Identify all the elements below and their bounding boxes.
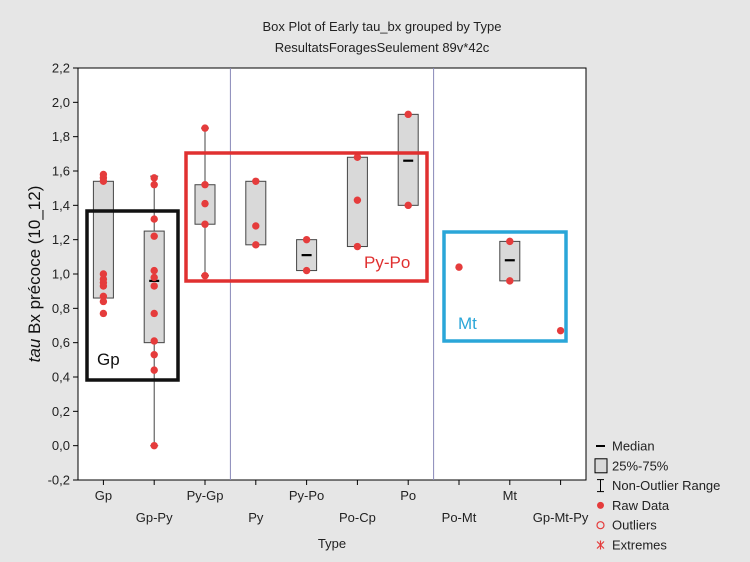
y-tick-label: 1,0 <box>52 267 70 282</box>
y-tick-label: 2,0 <box>52 95 70 110</box>
raw-data-point <box>150 441 158 450</box>
x-axis-label: Type <box>318 536 346 551</box>
y-tick-label: 0,8 <box>52 301 70 316</box>
x-tick-label: Py-Po <box>289 488 324 503</box>
x-tick-label: Gp-Mt-Py <box>533 510 589 525</box>
raw-data-point <box>201 272 209 280</box>
group-highlight-box <box>442 230 568 343</box>
group-highlight-box <box>184 151 429 283</box>
y-tick-label: 1,2 <box>52 232 70 247</box>
raw-data-point <box>150 337 158 345</box>
raw-data-point <box>506 277 514 285</box>
group-label: Py-Po <box>364 253 410 272</box>
raw-data-point <box>353 153 362 161</box>
y-axis-label-italic: tau <box>25 338 44 362</box>
legend-item: Median <box>596 439 655 454</box>
raw-data-point <box>252 177 260 185</box>
x-tick-label: Po-Cp <box>339 510 376 525</box>
legend-item: Non-Outlier Range <box>597 478 720 493</box>
y-axis-label: tau Bx précoce (10_12) <box>25 186 44 363</box>
raw-data-point <box>201 220 209 228</box>
raw-data-point <box>404 110 412 119</box>
legend-label: Raw Data <box>612 498 670 513</box>
raw-data-point <box>252 241 260 249</box>
x-tick-label: Po-Mt <box>442 510 477 525</box>
y-tick-label: -0,2 <box>48 473 70 488</box>
raw-data-point <box>252 222 260 230</box>
x-tick-label: Gp <box>95 488 112 503</box>
raw-data-point <box>201 181 209 189</box>
raw-data-point <box>353 242 362 251</box>
x-tick-label: Mt <box>503 488 518 503</box>
raw-data-point <box>99 309 108 318</box>
raw-data-point <box>302 266 311 275</box>
raw-data-point <box>150 309 158 318</box>
raw-data-point <box>99 292 108 301</box>
raw-data-point <box>99 297 108 306</box>
y-tick-label: 0,2 <box>52 404 70 419</box>
y-tick-label: 0,0 <box>52 438 70 453</box>
raw-data-point <box>150 282 158 290</box>
y-tick-label: 1,6 <box>52 164 70 179</box>
y-tick-label: 1,8 <box>52 129 70 144</box>
x-tick-label: Py-Gp <box>187 488 224 503</box>
raw-data-point <box>404 201 412 210</box>
raw-data-point <box>150 181 158 189</box>
y-tick-label: 2,2 <box>52 61 70 76</box>
raw-data-point <box>99 282 108 290</box>
iqr-box <box>245 180 267 246</box>
y-tick-label: 1,4 <box>52 198 70 213</box>
chart-title: Box Plot of Early tau_bx grouped by Type <box>263 19 502 34</box>
y-tick-label: 0,4 <box>52 370 70 385</box>
legend-label: Extremes <box>612 538 667 553</box>
legend-item: 25%-75% <box>594 458 669 474</box>
legend-label: Non-Outlier Range <box>612 478 720 493</box>
legend-label: Median <box>612 439 655 454</box>
y-axis-label-rest: Bx précoce (10_12) <box>25 186 44 339</box>
legend-item: Extremes <box>596 538 667 553</box>
x-tick-label: Gp-Py <box>136 510 173 525</box>
legend-label: 25%-75% <box>612 458 669 473</box>
raw-data-point <box>201 124 209 132</box>
raw-data-point <box>201 199 209 208</box>
legend-raw-data-icon <box>597 501 604 509</box>
raw-data-point <box>556 326 565 335</box>
raw-data-point <box>353 196 362 204</box>
raw-data-point <box>150 215 158 223</box>
group-highlight-box <box>85 209 180 382</box>
raw-data-point <box>150 266 158 275</box>
chart-subtitle: ResultatsForagesSeulement 89v*42c <box>275 40 490 55</box>
legend-outlier-icon <box>596 521 605 530</box>
raw-data-point <box>99 177 108 185</box>
group-label: Gp <box>97 350 120 369</box>
raw-data-point <box>150 232 158 240</box>
raw-data-point <box>150 174 158 182</box>
raw-data-point <box>150 350 158 359</box>
raw-data-point <box>99 270 108 278</box>
legend-item: Raw Data <box>597 498 670 513</box>
legend-box-icon <box>594 458 608 474</box>
raw-data-point <box>150 273 158 282</box>
raw-data-point <box>302 235 311 244</box>
y-tick-label: 0,6 <box>52 335 70 350</box>
legend-label: Outliers <box>612 518 657 533</box>
x-tick-label: Py <box>248 510 264 525</box>
raw-data-point <box>150 366 158 374</box>
raw-data-point <box>455 263 463 271</box>
group-label: Mt <box>458 314 477 333</box>
x-tick-label: Po <box>400 488 416 503</box>
legend-item: Outliers <box>596 518 657 533</box>
raw-data-point <box>506 237 514 246</box>
